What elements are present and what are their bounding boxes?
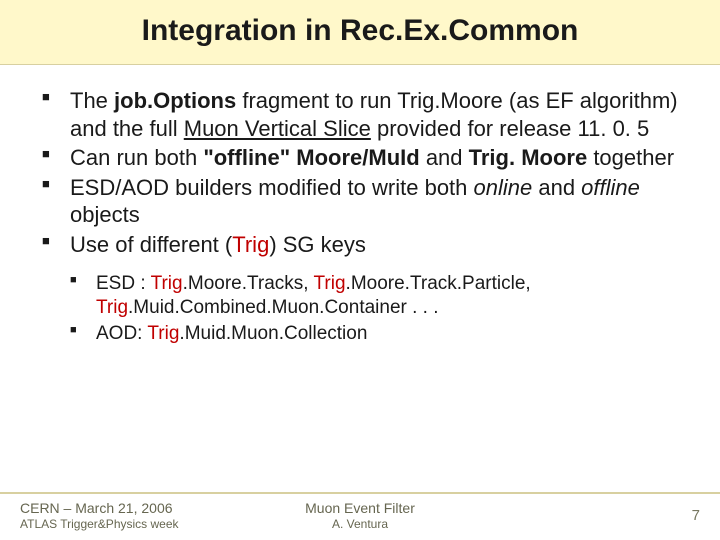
footer-center: Muon Event Filter A. Ventura (305, 500, 415, 531)
text-italic: online (474, 175, 533, 200)
footer-date: CERN – March 21, 2006 (20, 500, 179, 518)
footer-title: Muon Event Filter (305, 500, 415, 517)
text-red: Trig (147, 323, 179, 344)
title-band: Integration in Rec.Ex.Common (0, 0, 720, 65)
page-number: 7 (692, 507, 700, 524)
text-bold: "offline" Moore/MuId (203, 145, 419, 170)
text: .Muid.Muon.Collection (179, 323, 367, 344)
footer-left: CERN – March 21, 2006 ATLAS Trigger&Phys… (20, 500, 179, 533)
text: .Moore.Tracks, (183, 273, 314, 294)
text: Can run both (70, 145, 203, 170)
text-red: Trig (96, 297, 128, 318)
text: ESD : (96, 273, 151, 294)
text: Use of different ( (70, 232, 232, 257)
text: and (532, 175, 581, 200)
sub-bullet-list: ESD : Trig.Moore.Tracks, Trig.Moore.Trac… (70, 272, 680, 345)
text: objects (70, 202, 140, 227)
text: together (587, 145, 674, 170)
bullet-4: Use of different (Trig) SG keys (40, 231, 680, 259)
text-italic: offline (581, 175, 640, 200)
sub-bullet-2: AOD: Trig.Muid.Muon.Collection (70, 322, 680, 346)
slide-body: The job.Options fragment to run Trig.Moo… (0, 65, 720, 345)
footer-author: A. Ventura (305, 517, 415, 531)
text: The (70, 88, 114, 113)
text: AOD: (96, 323, 147, 344)
main-bullet-list: The job.Options fragment to run Trig.Moo… (40, 87, 680, 258)
bullet-3: ESD/AOD builders modified to write both … (40, 174, 680, 229)
text-red: Trig (232, 232, 269, 257)
text: ) SG keys (269, 232, 366, 257)
text: .Moore.Track.Particle, (346, 273, 531, 294)
text-red: Trig (314, 273, 346, 294)
text: and (420, 145, 469, 170)
footer-event: ATLAS Trigger&Physics week (20, 517, 179, 532)
text-red: Trig (151, 273, 183, 294)
text: provided for release 11. 0. 5 (371, 116, 649, 141)
bullet-1: The job.Options fragment to run Trig.Moo… (40, 87, 680, 142)
slide-footer: CERN – March 21, 2006 ATLAS Trigger&Phys… (0, 492, 720, 540)
text-bold: job.Options (114, 88, 236, 113)
bullet-2: Can run both "offline" Moore/MuId and Tr… (40, 144, 680, 172)
sub-bullet-1: ESD : Trig.Moore.Tracks, Trig.Moore.Trac… (70, 272, 680, 320)
text-underline: Muon Vertical Slice (184, 116, 371, 141)
text: .Muid.Combined.Muon.Container . . . (128, 297, 439, 318)
slide-title: Integration in Rec.Ex.Common (20, 14, 700, 48)
text: ESD/AOD builders modified to write both (70, 175, 474, 200)
text-bold: Trig. Moore (469, 145, 588, 170)
